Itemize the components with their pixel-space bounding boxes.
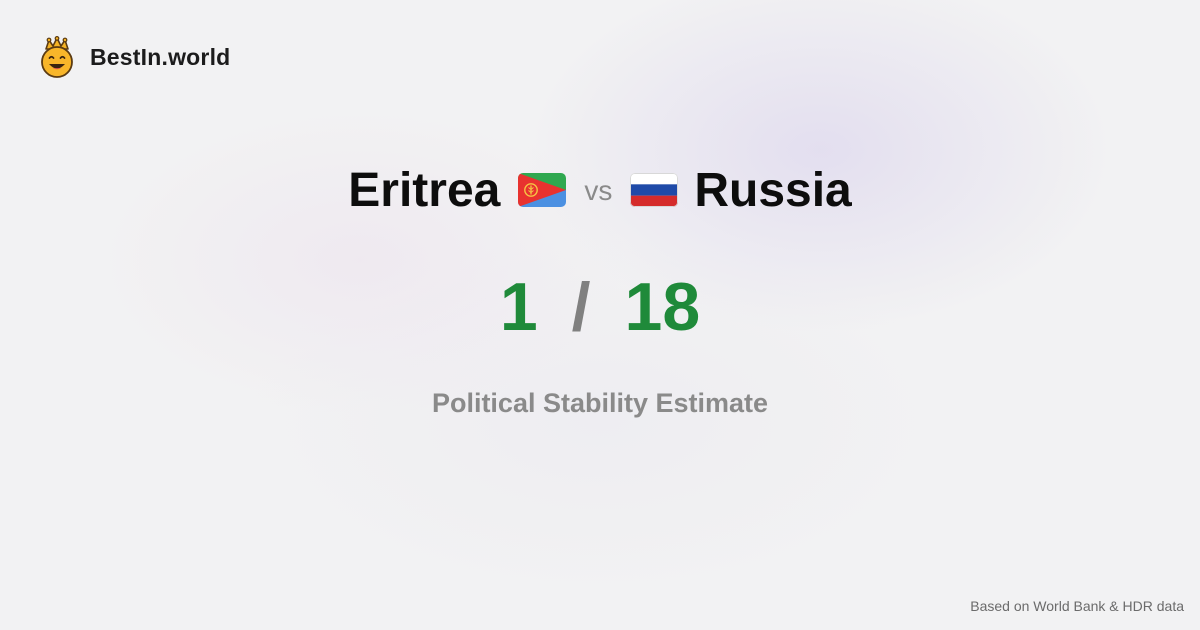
source-note: Based on World Bank & HDR data: [970, 598, 1184, 614]
crowned-smiley-icon: [41, 36, 73, 78]
vs-separator: vs: [584, 175, 613, 206]
score-right: 18: [624, 269, 701, 345]
score-separator: /: [571, 269, 591, 345]
brand-name: BestIn.world: [90, 43, 231, 70]
score-left: 1: [499, 269, 538, 345]
comparison-title: Eritrea vs Russia: [0, 160, 1200, 220]
country-left-name: Eritrea: [348, 163, 501, 217]
brand-header[interactable]: BestIn.world: [38, 36, 230, 78]
russia-flag-icon: [630, 173, 679, 207]
eritrea-flag-icon: [518, 173, 567, 207]
metric-label: Political Stability Estimate: [431, 388, 769, 418]
score-row: 1 / 18: [0, 262, 1200, 352]
country-right-name: Russia: [694, 163, 852, 217]
